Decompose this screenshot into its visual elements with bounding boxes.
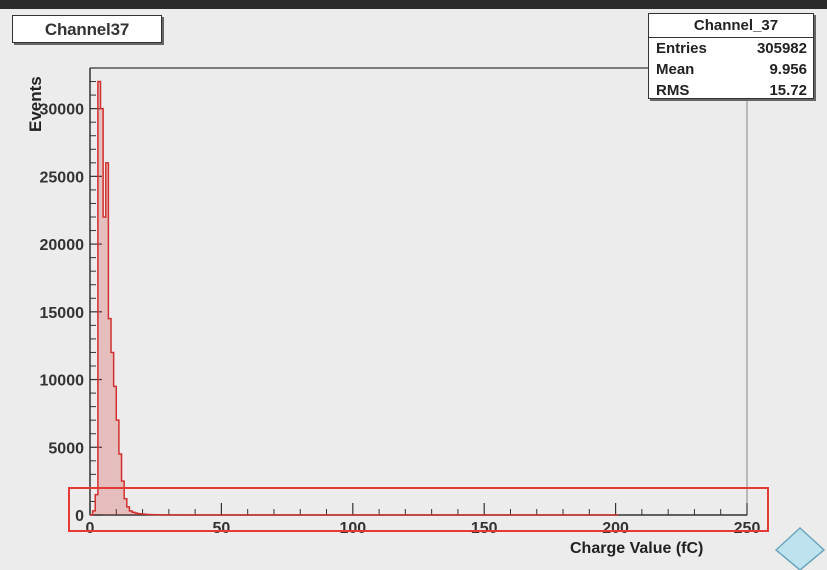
histogram-bin (103, 217, 106, 515)
stats-label: Mean (656, 61, 695, 78)
stats-label: RMS (656, 82, 690, 99)
y-axis-ticks: 0 5000 10000 15000 20000 25000 30000 (40, 81, 102, 525)
histogram-bin (126, 506, 130, 515)
histogram-bin (105, 162, 109, 515)
y-tick-label: 20000 (40, 237, 85, 254)
baseline-highlight-box (68, 487, 769, 532)
chart-title: Channel37 (12, 15, 162, 43)
x-axis-ticks: 0 50 100 150 200 250 (86, 503, 761, 537)
stats-label: Entries (656, 40, 707, 57)
y-tick-label: 30000 (40, 102, 85, 119)
y-tick-label: 10000 (40, 373, 85, 390)
histogram-bin (124, 498, 127, 515)
x-tick-label: 150 (471, 520, 498, 537)
x-tick-label: 0 (86, 520, 95, 537)
x-tick-label: 250 (734, 520, 761, 537)
histogram-bins (92, 81, 356, 516)
stats-box: Channel_37 Entries 305982 Mean 9.956 RMS… (648, 13, 814, 99)
histogram-bin (132, 512, 135, 515)
x-axis-title: Charge Value (fC) (570, 540, 704, 557)
stats-row-entries: Entries 305982 (649, 38, 813, 59)
y-tick-label: 15000 (40, 305, 85, 322)
histogram-bin (118, 454, 122, 515)
y-tick-label: 0 (75, 508, 84, 525)
stats-value: 305982 (756, 40, 807, 57)
y-tick-label: 5000 (48, 440, 84, 457)
y-axis-title: Events (26, 76, 45, 132)
histogram-bin (121, 481, 125, 515)
y-tick-label: 25000 (40, 169, 85, 186)
stats-value: 15.72 (769, 82, 807, 99)
x-tick-label: 200 (602, 520, 629, 537)
histogram-bin (100, 108, 104, 516)
histogram-outline (90, 80, 619, 516)
histogram-bin (92, 510, 96, 515)
top-border-bar (0, 0, 827, 9)
stats-title: Channel_37 (693, 17, 779, 34)
histogram-bin (111, 352, 114, 515)
histogram-bin (134, 512, 138, 515)
stats-value: 9.956 (769, 61, 807, 78)
histogram-bin (97, 81, 101, 515)
histogram-bin (116, 420, 119, 515)
x-tick-label: 50 (213, 520, 231, 537)
histogram-bin (108, 318, 112, 515)
x-tick-label: 100 (339, 520, 366, 537)
histogram-bin (113, 386, 117, 515)
stats-row-mean: Mean 9.956 (649, 59, 813, 80)
axes (89, 68, 747, 516)
histogram-bin (95, 494, 98, 515)
stats-separator (649, 37, 813, 38)
corner-arrow-icon (774, 526, 826, 570)
stats-row-rms: RMS 15.72 (649, 80, 813, 99)
histogram-bin (129, 510, 133, 515)
plot-frame (89, 67, 748, 516)
